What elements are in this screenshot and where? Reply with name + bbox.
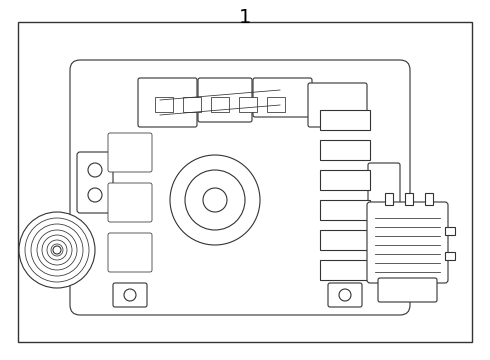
Bar (425, 193, 433, 205)
Circle shape (88, 188, 102, 202)
Circle shape (185, 170, 245, 230)
Bar (211, 97, 229, 112)
Circle shape (19, 212, 95, 288)
FancyBboxPatch shape (108, 233, 152, 272)
Bar (320, 110, 370, 130)
Text: 1: 1 (239, 8, 251, 27)
Circle shape (51, 244, 63, 256)
Bar (267, 97, 285, 112)
FancyBboxPatch shape (253, 78, 312, 117)
FancyBboxPatch shape (328, 283, 362, 307)
Bar (405, 193, 413, 205)
FancyBboxPatch shape (113, 283, 147, 307)
Circle shape (203, 188, 227, 212)
FancyBboxPatch shape (108, 183, 152, 222)
FancyBboxPatch shape (108, 133, 152, 172)
Bar (320, 170, 370, 190)
Bar (155, 97, 173, 112)
Circle shape (339, 289, 351, 301)
Bar (239, 97, 257, 112)
Bar (445, 227, 455, 235)
Bar (18, 22, 472, 342)
Circle shape (47, 240, 67, 260)
Circle shape (25, 218, 89, 282)
FancyBboxPatch shape (70, 60, 410, 315)
Bar (385, 193, 393, 205)
Circle shape (88, 163, 102, 177)
FancyBboxPatch shape (368, 163, 400, 207)
Bar (183, 97, 201, 112)
Circle shape (53, 246, 61, 254)
Bar (320, 140, 370, 160)
Bar (320, 260, 370, 280)
Circle shape (124, 289, 136, 301)
FancyBboxPatch shape (367, 202, 448, 283)
FancyBboxPatch shape (77, 152, 113, 213)
FancyBboxPatch shape (308, 83, 367, 127)
Circle shape (37, 230, 77, 270)
Circle shape (42, 235, 72, 265)
FancyBboxPatch shape (198, 78, 252, 122)
Bar (320, 200, 370, 220)
FancyBboxPatch shape (378, 278, 437, 302)
Circle shape (170, 155, 260, 245)
Circle shape (31, 224, 83, 276)
Bar (445, 252, 455, 260)
Bar (320, 230, 370, 250)
FancyBboxPatch shape (138, 78, 197, 127)
